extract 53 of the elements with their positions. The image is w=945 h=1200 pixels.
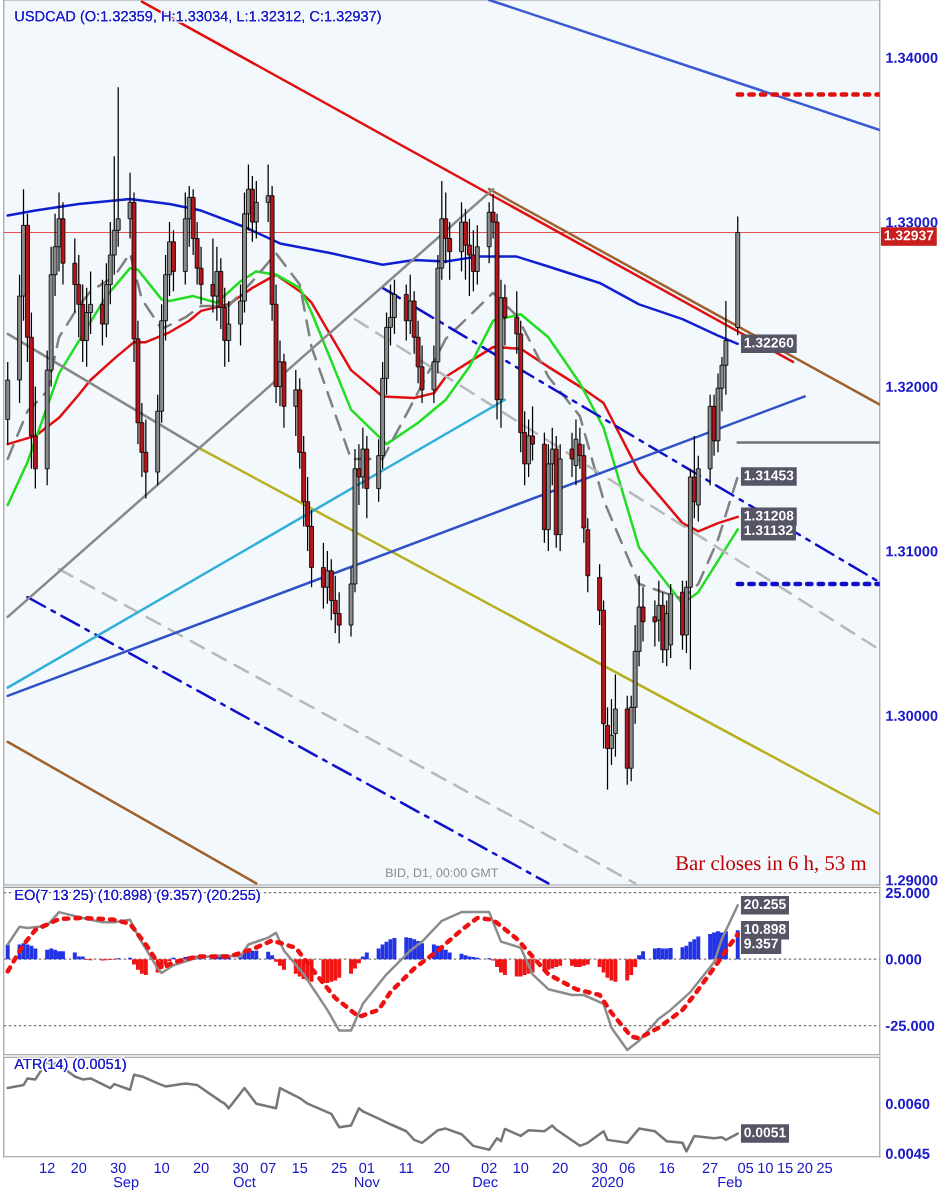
x-tick-label: 27 xyxy=(702,1162,718,1173)
y-tick-label: 1.33000 xyxy=(886,217,938,228)
x-tick-label: 16 xyxy=(659,1162,675,1174)
x2-tick-label: Oct xyxy=(233,1176,256,1188)
x-tick-label: 05 xyxy=(738,1162,754,1174)
x-tick-label: 10 xyxy=(154,1162,170,1174)
x-tick-label: 30 xyxy=(110,1162,126,1174)
y-tick-label: 25.000 xyxy=(885,887,930,899)
x-tick-label: 20 xyxy=(193,1162,209,1174)
x-tick-label: 25 xyxy=(817,1162,833,1174)
annotation: 1.31453 xyxy=(744,470,794,481)
x2-tick-label: Feb xyxy=(718,1176,742,1188)
x-tick-label: 20 xyxy=(71,1162,87,1174)
x2-tick-label: Nov xyxy=(355,1177,380,1188)
x-tick-label: 30 xyxy=(232,1162,249,1174)
x2-tick-label: 2020 xyxy=(592,1176,624,1188)
annotation: 9.357 xyxy=(744,938,778,949)
y-tick-label: 0.0045 xyxy=(885,1148,930,1159)
x2-tick-label: Dec xyxy=(473,1177,498,1188)
x-tick-label: 15 xyxy=(292,1162,308,1174)
x-tick-label: 07 xyxy=(260,1162,276,1174)
x-tick-label: 06 xyxy=(619,1162,635,1174)
y-tick-label: 1.29000 xyxy=(886,875,938,886)
x-tick-label: 12 xyxy=(40,1162,55,1173)
x-tick-label: 10 xyxy=(513,1162,529,1174)
annotation: 1.31132 xyxy=(744,525,793,536)
y-tick-label: 1.34000 xyxy=(886,52,938,64)
y-tick-label: 1.30000 xyxy=(886,710,938,722)
x-tick-label: 15 xyxy=(778,1162,793,1174)
x-tick-label: 30 xyxy=(592,1162,608,1174)
y-tick-label: -25.000 xyxy=(885,1020,935,1031)
x-tick-label: 11 xyxy=(399,1162,414,1173)
x2-tick-label: Sep xyxy=(113,1176,139,1191)
annotation: Bar closes in 6 h, 53 m xyxy=(675,855,867,874)
x-tick-label: 10 xyxy=(758,1162,773,1174)
chart-title: EO(7 13 25) (10.898) (9.357) (20.255) xyxy=(15,889,260,903)
annotation: 20.255 xyxy=(744,899,786,910)
y-tick-label: 1.32000 xyxy=(886,381,938,393)
x-tick-label: 25 xyxy=(331,1162,347,1174)
x-tick-label: 02 xyxy=(481,1162,497,1174)
x-tick-label: 20 xyxy=(552,1162,568,1174)
x-tick-label: 01 xyxy=(359,1162,375,1174)
ref-line-label: 1.32937 xyxy=(884,230,934,241)
annotation: 1.32260 xyxy=(744,337,794,348)
x-tick-label: 20 xyxy=(797,1162,813,1174)
y-tick-label: 1.31000 xyxy=(886,546,938,557)
annotation: 10.898 xyxy=(744,924,786,934)
annotation: BID, D1, 00:00 GMT xyxy=(386,868,499,879)
y-tick-label: 0.000 xyxy=(885,954,922,965)
x-tick-label: 20 xyxy=(434,1162,450,1174)
annotation: 0.0051 xyxy=(744,1127,786,1138)
y-tick-label: 0.0060 xyxy=(885,1098,930,1110)
annotation: 1.31208 xyxy=(744,510,794,521)
